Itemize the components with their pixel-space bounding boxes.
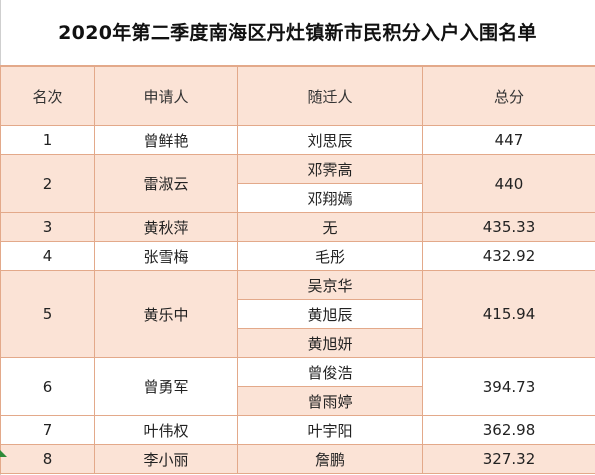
table-row: 5 黄乐中 吴京华 415.94	[0, 270, 595, 358]
score-cell: 362.98	[422, 415, 595, 445]
table-row: 8 李小丽 詹鹏 327.32	[0, 444, 595, 474]
rank-cell: 5	[0, 270, 95, 358]
rank-cell: 6	[0, 357, 95, 416]
applicant-cell: 曾勇军	[94, 357, 238, 416]
header-applicant: 申请人	[94, 66, 238, 126]
roster-table: 名次 申请人 随迁人 总分 1 曾鲜艳 刘思辰 447 2 雷淑云 邓霁高 44…	[0, 66, 595, 474]
family-cell: 曾雨婷	[237, 386, 423, 416]
family-cell: 吴京华	[237, 270, 423, 300]
rank-cell: 4	[0, 241, 95, 271]
table-row: 3 黄秋萍 无 435.33	[0, 212, 595, 242]
applicant-cell: 叶伟权	[94, 415, 238, 445]
family-cell: 刘思辰	[237, 125, 423, 155]
rank-cell: 1	[0, 125, 95, 155]
score-cell: 327.32	[422, 444, 595, 474]
family-cell: 黄旭妍	[237, 328, 423, 358]
family-cell: 无	[237, 212, 423, 242]
table-row: 2 雷淑云 邓霁高 440	[0, 154, 595, 213]
applicant-cell: 黄乐中	[94, 270, 238, 358]
table-row: 1 曾鲜艳 刘思辰 447	[0, 125, 595, 155]
rank-cell: 2	[0, 154, 95, 213]
table-row: 6 曾勇军 曾俊浩 394.73	[0, 357, 595, 416]
family-cell: 邓霁高	[237, 154, 423, 184]
family-cell: 毛彤	[237, 241, 423, 271]
rank-cell: 8	[0, 444, 95, 474]
table-row: 7 叶伟权 叶宇阳 362.98	[0, 415, 595, 445]
table-header-row: 名次 申请人 随迁人 总分	[0, 66, 595, 126]
family-cell: 叶宇阳	[237, 415, 423, 445]
applicant-cell: 雷淑云	[94, 154, 238, 213]
applicant-cell: 黄秋萍	[94, 212, 238, 242]
rank-cell: 7	[0, 415, 95, 445]
family-cell: 黄旭辰	[237, 299, 423, 329]
applicant-cell: 张雪梅	[94, 241, 238, 271]
family-cell: 詹鹏	[237, 444, 423, 474]
score-cell: 415.94	[422, 270, 595, 358]
applicant-cell: 曾鲜艳	[94, 125, 238, 155]
applicant-cell: 李小丽	[94, 444, 238, 474]
table-row: 4 张雪梅 毛彤 432.92	[0, 241, 595, 271]
header-rank: 名次	[0, 66, 95, 126]
score-cell: 432.92	[422, 241, 595, 271]
score-cell: 440	[422, 154, 595, 213]
table-row-continuation: 黄旭妍	[1, 328, 595, 358]
header-score: 总分	[422, 66, 595, 126]
family-cell: 邓翔嫣	[237, 183, 423, 213]
table-row-continuation: 曾雨婷	[1, 386, 595, 416]
table-row-continuation: 黄旭辰	[1, 299, 595, 329]
rank-cell: 3	[0, 212, 95, 242]
header-family: 随迁人	[237, 66, 423, 126]
table-row-continuation: 邓翔嫣	[1, 183, 595, 213]
page-title: 2020年第二季度南海区丹灶镇新市民积分入户入围名单	[0, 0, 595, 66]
score-cell: 447	[422, 125, 595, 155]
corner-marker	[0, 450, 7, 457]
score-cell: 435.33	[422, 212, 595, 242]
score-cell: 394.73	[422, 357, 595, 416]
family-cell: 曾俊浩	[237, 357, 423, 387]
